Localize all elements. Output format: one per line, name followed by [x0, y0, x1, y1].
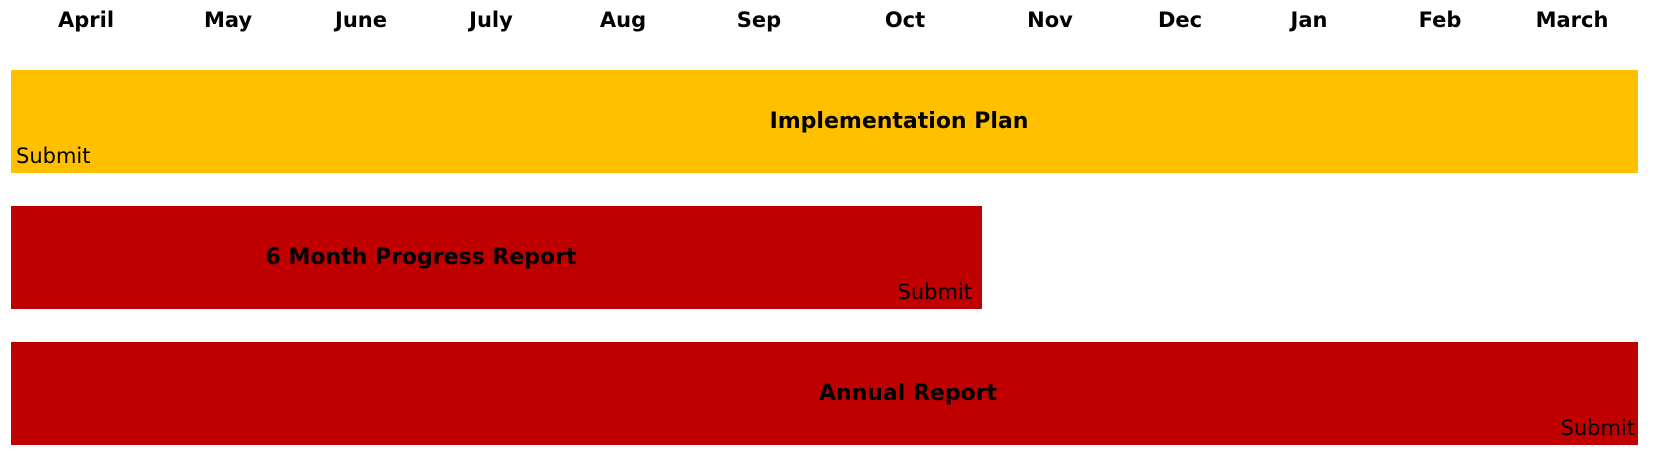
- month-label-jan: Jan: [1290, 8, 1328, 32]
- annual-report-title: Annual Report: [818, 381, 998, 406]
- month-label-feb: Feb: [1418, 8, 1462, 32]
- month-header: April May June July Aug Sep Oct Nov Dec …: [0, 0, 1653, 46]
- six-month-progress-report-submit-label: Submit: [897, 280, 973, 304]
- annual-report-submit-label: Submit: [1560, 416, 1636, 440]
- month-label-aug: Aug: [599, 8, 647, 32]
- six-month-progress-report-title: 6 Month Progress Report: [265, 245, 577, 270]
- month-label-may: May: [203, 8, 253, 32]
- month-label-nov: Nov: [1027, 8, 1073, 32]
- implementation-plan-title: Implementation Plan: [769, 109, 1029, 134]
- annual-report-bar: Annual Report Submit: [11, 342, 1638, 445]
- month-label-march: March: [1535, 8, 1609, 32]
- six-month-progress-report-bar: 6 Month Progress Report Submit: [11, 206, 982, 309]
- implementation-plan-submit-label: Submit: [16, 144, 91, 168]
- month-label-april: April: [57, 8, 115, 32]
- month-label-july: July: [469, 8, 513, 32]
- implementation-plan-bar: Implementation Plan Submit: [11, 70, 1638, 173]
- month-label-oct: Oct: [884, 8, 926, 32]
- month-label-dec: Dec: [1157, 8, 1203, 32]
- month-label-sep: Sep: [736, 8, 782, 32]
- month-label-june: June: [335, 8, 387, 32]
